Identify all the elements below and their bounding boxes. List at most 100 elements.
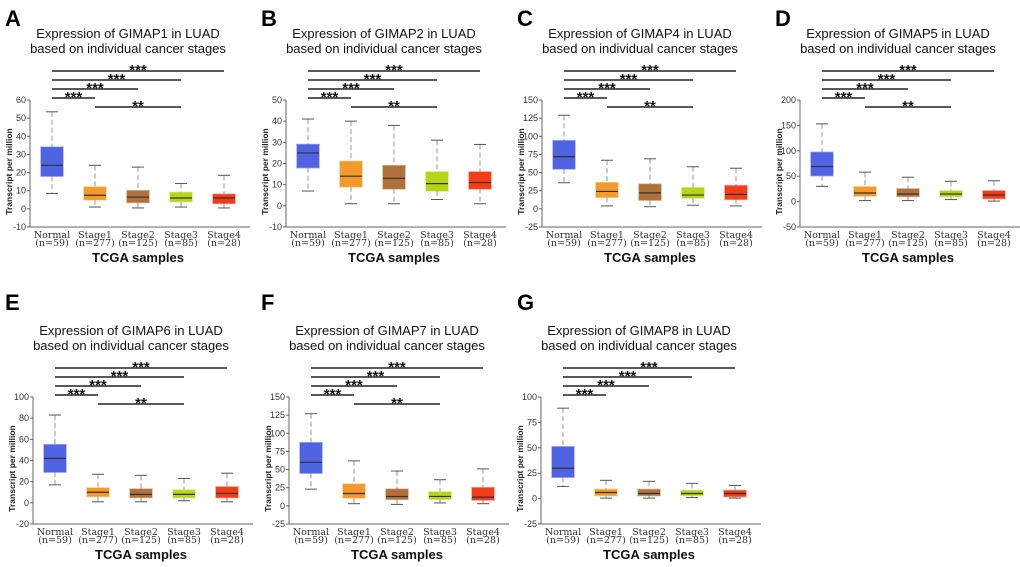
x-sample-size-label: (n=28) xyxy=(719,238,753,249)
y-tick-label: 50 xyxy=(528,168,538,178)
panel-label: A xyxy=(5,6,21,31)
x-tick-label: Stage1 xyxy=(589,527,623,538)
x-tick-label: Stage4 xyxy=(977,230,1011,241)
y-tick-label: 50 xyxy=(786,171,796,181)
significance-stars: *** xyxy=(385,62,403,79)
chart-title-line2: based on individual cancer stages xyxy=(289,338,485,353)
y-tick-label: 20 xyxy=(272,159,282,169)
x-tick-label: Stage3 xyxy=(164,230,198,241)
significance-stars: *** xyxy=(132,359,150,376)
x-sample-size-label: (n=125) xyxy=(629,535,669,546)
box-stage1 xyxy=(83,186,107,201)
x-sample-size-label: (n=85) xyxy=(934,238,968,249)
box-stage2 xyxy=(896,188,920,198)
y-tick-label: -10 xyxy=(269,222,282,232)
x-sample-size-label: (n=85) xyxy=(167,535,201,546)
chart-title-line1: Expression of GIMAP7 in LUAD xyxy=(295,323,479,338)
significance-stars: *** xyxy=(129,62,147,79)
box-normal xyxy=(296,143,320,169)
y-axis-label: Transcript per million xyxy=(7,425,17,511)
x-tick-label: Normal xyxy=(804,230,840,241)
panel-label: D xyxy=(775,6,791,31)
x-sample-size-label: (n=277) xyxy=(586,535,626,546)
box-stage1 xyxy=(342,483,366,499)
x-sample-size-label: (n=28) xyxy=(210,535,244,546)
x-sample-size-label: (n=277) xyxy=(75,238,115,249)
significance-stars: ** xyxy=(391,395,403,412)
y-tick-label: 100 xyxy=(270,428,285,438)
x-tick-label: Stage3 xyxy=(934,230,968,241)
x-tick-label: Stage2 xyxy=(121,230,155,241)
x-axis-label: TCGA samples xyxy=(604,250,696,265)
box-stage3 xyxy=(428,491,452,501)
y-tick-label: 30 xyxy=(16,149,26,159)
x-axis-label: TCGA samples xyxy=(348,250,440,265)
y-tick-label: 20 xyxy=(19,477,29,487)
chart-title-line1: Expression of GIMAP2 in LUAD xyxy=(292,26,476,41)
significance-stars: *** xyxy=(576,386,594,403)
y-tick-label: 50 xyxy=(275,465,285,475)
x-tick-label: Stage2 xyxy=(633,230,667,241)
significance-stars: *** xyxy=(342,80,360,97)
x-sample-size-label: (n=59) xyxy=(291,238,325,249)
y-tick-label: 75 xyxy=(275,446,285,456)
chart-title-line2: based on individual cancer stages xyxy=(542,41,738,56)
x-tick-label: Stage1 xyxy=(848,230,882,241)
x-sample-size-label: (n=277) xyxy=(334,535,374,546)
box-stage4 xyxy=(468,171,492,190)
x-sample-size-label: (n=28) xyxy=(977,238,1011,249)
x-sample-size-label: (n=125) xyxy=(118,238,158,249)
chart-title-line1: Expression of GIMAP8 in LUAD xyxy=(547,323,731,338)
y-axis-label: Transcript per million xyxy=(516,128,526,214)
x-sample-size-label: (n=125) xyxy=(888,238,928,249)
x-tick-label: Stage4 xyxy=(466,527,500,538)
x-tick-label: Stage3 xyxy=(676,230,710,241)
x-sample-size-label: (n=85) xyxy=(423,535,457,546)
y-tick-label: 50 xyxy=(16,113,26,123)
chart-title-line2: based on individual cancer stages xyxy=(541,338,737,353)
x-sample-size-label: (n=85) xyxy=(676,238,710,249)
y-axis-label: Transcript per million xyxy=(260,128,270,214)
x-sample-size-label: (n=85) xyxy=(420,238,454,249)
x-sample-size-label: (n=59) xyxy=(35,238,69,249)
y-tick-label: 100 xyxy=(14,392,29,402)
y-tick-label: 0 xyxy=(21,204,26,214)
significance-stars: *** xyxy=(388,359,406,376)
chart-title-line2: based on individual cancer stages xyxy=(286,41,482,56)
significance-stars: *** xyxy=(620,71,638,88)
y-tick-label: 60 xyxy=(16,95,26,105)
x-sample-size-label: (n=125) xyxy=(630,238,670,249)
significance-stars: *** xyxy=(89,377,107,394)
y-tick-label: 150 xyxy=(781,120,796,130)
x-sample-size-label: (n=85) xyxy=(675,535,709,546)
y-tick-label: 50 xyxy=(527,443,537,453)
y-tick-label: -10 xyxy=(13,222,26,232)
y-axis-label: Transcript per million xyxy=(774,128,784,214)
significance-stars: *** xyxy=(640,359,658,376)
panel-label: G xyxy=(517,290,534,315)
y-tick-label: 100 xyxy=(781,146,796,156)
box-stage4 xyxy=(212,193,236,205)
y-tick-label: 25 xyxy=(528,186,538,196)
x-axis-label: TCGA samples xyxy=(603,547,695,562)
significance-stars: ** xyxy=(902,98,914,115)
x-sample-size-label: (n=28) xyxy=(207,238,241,249)
y-tick-label: 25 xyxy=(275,483,285,493)
box-stage3 xyxy=(681,187,705,199)
significance-stars: *** xyxy=(321,89,339,106)
x-sample-size-label: (n=59) xyxy=(38,535,72,546)
box-stage4 xyxy=(724,184,748,201)
x-tick-label: Stage3 xyxy=(167,527,201,538)
box-stage4 xyxy=(215,486,239,499)
box-stage4 xyxy=(471,486,495,501)
significance-stars: ** xyxy=(388,98,400,115)
box-stage1 xyxy=(339,160,363,188)
significance-stars: *** xyxy=(108,71,126,88)
box-normal xyxy=(40,146,64,177)
y-tick-label: 10 xyxy=(16,186,26,196)
box-stage3 xyxy=(169,191,193,203)
